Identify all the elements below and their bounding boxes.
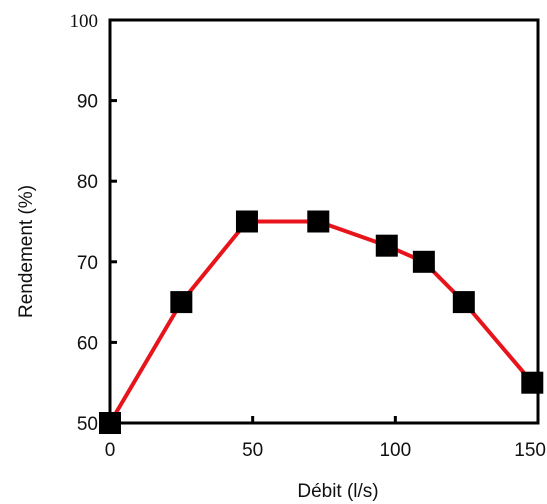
- plot-area: [108, 18, 540, 425]
- y-tick-label: 90: [77, 92, 98, 113]
- y-tick-label: 70: [77, 253, 98, 274]
- y-tick-label: 50: [77, 414, 98, 435]
- x-axis-ticks: 0 50 100 150: [105, 416, 546, 461]
- x-tick-label: 150: [514, 440, 546, 461]
- data-point-marker: [307, 210, 330, 233]
- x-tick-label: 100: [379, 440, 411, 461]
- data-point-marker: [521, 371, 544, 394]
- series-layer: [99, 210, 544, 434]
- series-line: [108, 219, 534, 425]
- data-point-marker: [375, 234, 398, 257]
- y-tick-label: 80: [77, 172, 98, 193]
- y-tick-label: 60: [77, 333, 98, 354]
- data-point-marker: [412, 250, 435, 273]
- data-point-marker: [452, 291, 475, 314]
- data-point-marker: [99, 412, 121, 434]
- data-point-marker: [170, 291, 193, 314]
- y-tick-label: 100: [70, 11, 99, 32]
- y-axis-ticks: 50 60 70 80 90 100: [70, 11, 117, 435]
- data-point-marker: [235, 210, 258, 233]
- x-tick-label: 0: [105, 440, 116, 461]
- y-axis-title: Rendement (%): [16, 185, 37, 318]
- x-axis-title: Débit (l/s): [297, 481, 378, 502]
- plot-frame: [108, 18, 540, 425]
- x-tick-label: 50: [242, 440, 263, 461]
